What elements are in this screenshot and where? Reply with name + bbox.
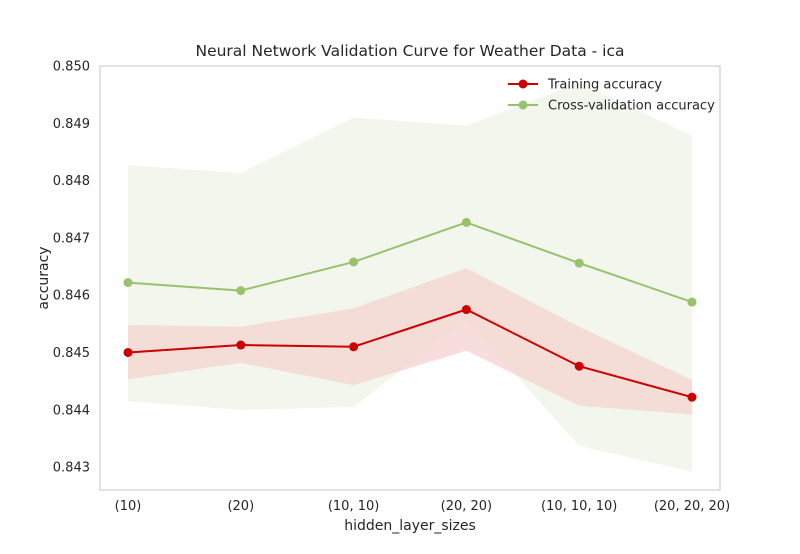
legend-label-cross-validation: Cross-validation accuracy [548,99,715,114]
legend-label-training: Training accuracy [547,78,662,93]
confidence-bands [128,83,692,472]
band-training [128,268,692,415]
band-cross-validation [128,83,692,472]
y-tick-label: 0.847 [53,231,90,246]
x-tick-label: (20, 20, 20) [654,499,730,514]
point-cross-validation [574,258,584,268]
point-training [687,392,697,402]
x-tick-label: (10, 10, 10) [541,499,617,514]
x-tick-label: (10, 10) [328,499,380,514]
series-lines [127,221,693,399]
chart-title: Neural Network Validation Curve for Weat… [195,42,624,60]
x-tick-label: (20, 20) [441,499,493,514]
y-tick-label: 0.846 [53,289,90,304]
y-tick-label: 0.845 [53,346,90,361]
point-training [123,347,133,357]
point-training [349,342,359,352]
y-tick-label: 0.849 [53,117,90,132]
y-tick-label: 0.844 [53,403,90,418]
legend-marker-training [518,79,528,89]
point-training [236,340,246,350]
y-tick-label: 0.848 [53,174,90,189]
point-cross-validation [687,297,697,307]
y-tick-label: 0.843 [53,461,90,476]
line-cross-validation [127,221,693,304]
point-training [574,361,584,371]
legend: Training accuracy Cross-validation accura… [508,78,715,114]
point-cross-validation [349,257,359,267]
series-points [123,217,697,402]
line-training [127,308,693,399]
x-axis-label: hidden_layer_sizes [344,518,476,534]
y-tick-labels: 0.843 0.844 0.845 0.846 0.847 0.848 0.849 0.850 [53,60,90,476]
point-cross-validation [461,217,471,227]
legend-marker-cross-validation [518,100,528,110]
y-tick-label: 0.850 [53,60,90,75]
x-tick-label: (10) [115,499,142,514]
y-axis-label: accuracy [36,246,52,309]
point-cross-validation [236,286,246,296]
point-cross-validation [123,278,133,288]
x-tick-labels: (10) (20) (10, 10) (20, 20) (10, 10, 10) (20,… [115,499,731,514]
point-training [461,305,471,315]
x-tick-label: (20) [227,499,254,514]
plot-frame [99,65,721,491]
